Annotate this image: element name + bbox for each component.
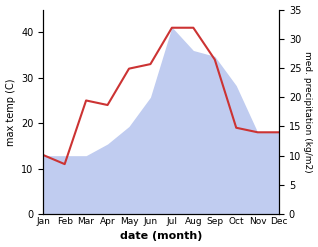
X-axis label: date (month): date (month) — [120, 231, 202, 242]
Y-axis label: med. precipitation (kg/m2): med. precipitation (kg/m2) — [303, 51, 313, 173]
Y-axis label: max temp (C): max temp (C) — [5, 78, 16, 145]
